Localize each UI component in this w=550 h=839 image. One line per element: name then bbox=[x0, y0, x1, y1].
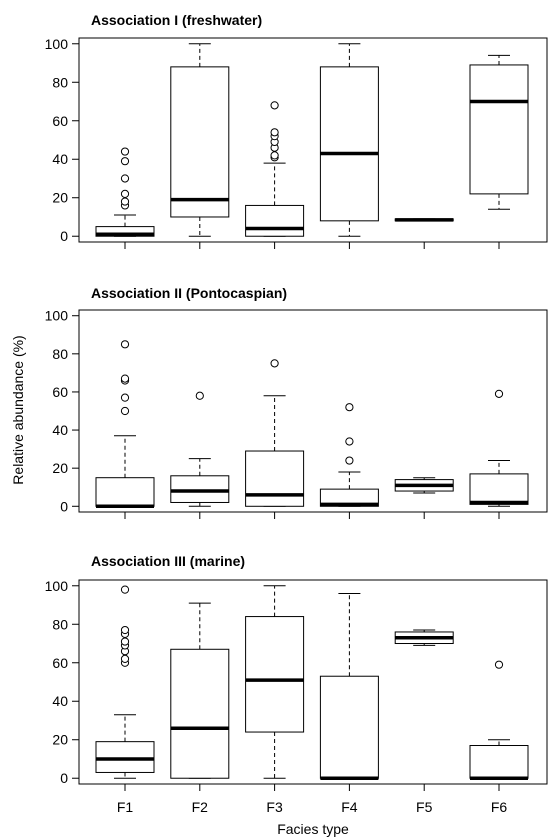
iqr-box bbox=[319, 675, 379, 779]
y-tick-label: 60 bbox=[52, 113, 68, 129]
outlier-point bbox=[120, 654, 130, 664]
box-F3 bbox=[245, 585, 305, 779]
y-tick-label: 100 bbox=[45, 308, 69, 324]
outlier-point bbox=[195, 391, 204, 400]
y-tick-label: 40 bbox=[52, 693, 68, 709]
outlier-point bbox=[345, 403, 354, 412]
outlier-point bbox=[120, 174, 130, 183]
iqr-box bbox=[170, 66, 230, 218]
outlier-point bbox=[345, 456, 354, 465]
chart-panel-2: Association II (Pontocaspian) 0 20 40 60 80 10… bbox=[45, 285, 548, 519]
outlier-point bbox=[120, 374, 130, 383]
outlier-point bbox=[120, 340, 130, 349]
iqr-box bbox=[95, 226, 155, 237]
y-tick-label: 0 bbox=[60, 228, 68, 244]
x-tick-label: F4 bbox=[341, 799, 358, 815]
plot-frame bbox=[78, 309, 548, 513]
box-F2 bbox=[170, 391, 230, 507]
y-tick-label: 40 bbox=[52, 422, 68, 438]
y-tick-label: 100 bbox=[45, 578, 69, 594]
y-tick-label: 40 bbox=[52, 151, 68, 167]
box-F4 bbox=[319, 43, 379, 237]
outlier-point bbox=[120, 147, 130, 156]
iqr-box bbox=[170, 475, 230, 503]
x-tick-label: F5 bbox=[416, 799, 433, 815]
iqr-box bbox=[245, 204, 305, 237]
y-tick-label: 0 bbox=[60, 770, 68, 786]
y-tick-label: 0 bbox=[60, 498, 68, 514]
y-tick-label: 80 bbox=[52, 74, 68, 90]
panel-title: Association III (marine) bbox=[91, 553, 245, 569]
box-F6 bbox=[469, 54, 529, 210]
plot-frame bbox=[78, 37, 548, 243]
outlier-point bbox=[270, 151, 279, 160]
box-F1 bbox=[95, 340, 155, 509]
iqr-box bbox=[245, 450, 305, 507]
iqr-box bbox=[95, 741, 155, 773]
box-F3 bbox=[245, 101, 305, 237]
x-tick-label: F1 bbox=[117, 799, 134, 815]
panel-title: Association II (Pontocaspian) bbox=[91, 285, 287, 301]
box-F6 bbox=[469, 660, 529, 780]
box-F5 bbox=[394, 477, 454, 494]
box-F3 bbox=[245, 359, 305, 507]
outlier-point bbox=[120, 197, 130, 206]
x-tick-label: F6 bbox=[491, 799, 508, 815]
box-F4 bbox=[319, 403, 379, 507]
outlier-point bbox=[120, 637, 130, 646]
y-tick-label: 80 bbox=[52, 346, 68, 362]
y-tick-label: 20 bbox=[52, 190, 68, 206]
box-F1 bbox=[95, 585, 155, 779]
chart-panel-1: Association I (freshwater) 0 20 40 60 80 100 bbox=[45, 12, 548, 249]
panels-group: Association I (freshwater)020406080100As… bbox=[45, 12, 548, 815]
outlier-point bbox=[270, 128, 279, 137]
iqr-box bbox=[469, 473, 529, 505]
plot-frame bbox=[78, 579, 548, 785]
iqr-box bbox=[319, 488, 379, 507]
outlier-point bbox=[270, 101, 279, 110]
outlier-point bbox=[120, 189, 130, 198]
chart-panel-3: Association III (marine) 0 20 40 60 80 100 F1 F2… bbox=[45, 553, 548, 815]
x-axis-label: Facies type bbox=[277, 821, 349, 837]
iqr-box bbox=[469, 64, 529, 195]
outlier-point bbox=[120, 585, 130, 594]
y-tick-label: 80 bbox=[52, 616, 68, 632]
iqr-box bbox=[469, 745, 529, 779]
y-axis-label: Relative abundance (%) bbox=[10, 335, 26, 484]
outlier-point bbox=[120, 625, 130, 635]
outlier-point bbox=[270, 359, 279, 368]
outlier-point bbox=[120, 406, 130, 416]
y-tick-label: 100 bbox=[45, 36, 69, 52]
box-F4 bbox=[319, 592, 379, 780]
outlier-point bbox=[120, 157, 130, 166]
iqr-box bbox=[170, 648, 230, 779]
outlier-point bbox=[345, 437, 354, 446]
box-F2 bbox=[170, 602, 230, 779]
y-tick-label: 60 bbox=[52, 384, 68, 400]
box-F5 bbox=[394, 218, 454, 222]
box-F6 bbox=[469, 389, 529, 507]
box-F1 bbox=[95, 147, 155, 237]
iqr-box bbox=[245, 616, 305, 733]
x-tick-label: F2 bbox=[192, 799, 209, 815]
x-tick-label: F3 bbox=[266, 799, 283, 815]
box-F2 bbox=[170, 43, 230, 237]
outlier-point bbox=[120, 393, 130, 402]
box-F5 bbox=[394, 629, 454, 646]
outlier-point bbox=[494, 660, 504, 669]
outlier-point bbox=[494, 389, 504, 398]
iqr-box bbox=[319, 66, 379, 222]
panel-title: Association I (freshwater) bbox=[91, 12, 262, 28]
y-tick-label: 20 bbox=[52, 732, 68, 748]
y-tick-label: 20 bbox=[52, 460, 68, 476]
iqr-box bbox=[95, 477, 155, 507]
y-tick-label: 60 bbox=[52, 655, 68, 671]
